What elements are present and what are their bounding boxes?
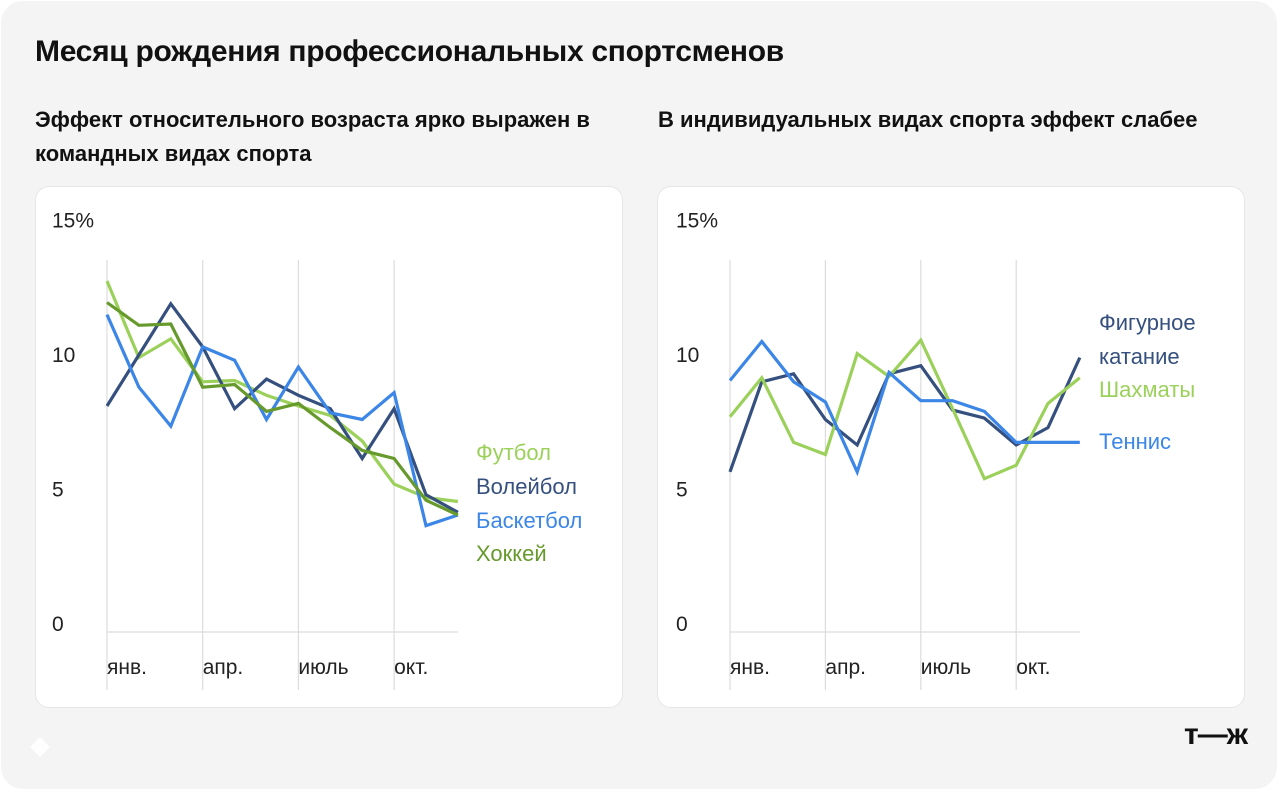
page-title: Месяц рождения профессиональных спортсме… [35,35,784,68]
y-tick-label: 5 [676,479,688,502]
left-chart-panel [35,186,623,708]
legend-label: Теннис [1099,429,1171,454]
x-tick-label: окт. [394,656,428,679]
legend-label: катание [1099,344,1180,369]
y-tick-label: 15% [676,210,718,233]
legend-label: Фигурное [1099,310,1196,335]
y-tick-label: 15% [52,210,94,233]
legend-label: Волейбол [476,474,577,499]
series-line-0 [105,280,459,504]
y-tick-label: 0 [52,613,64,636]
left-chart-subtitle: Эффект относительного возраста ярко выра… [35,107,590,166]
series-line-1 [728,337,1081,481]
x-tick-label: окт. [1016,656,1050,679]
right-chart-panel [657,186,1245,708]
legend-label: Шахматы [1099,377,1195,402]
legend-label: Футбол [476,440,551,465]
series-line-2 [105,313,459,528]
y-tick-label: 0 [676,613,688,636]
series-line-3 [106,301,459,517]
x-tick-label: апр. [825,656,866,679]
x-tick-label: апр. [203,656,244,679]
x-tick-label: янв. [107,656,147,679]
series-line-0 [728,356,1082,473]
x-tick-label: июль [921,656,971,679]
x-tick-label: янв. [730,656,770,679]
series-line-1 [105,300,459,514]
y-tick-label: 5 [52,479,64,502]
logo: т—ж [1184,718,1248,751]
legend-label: Баскетбол [476,508,582,533]
right-chart-subtitle: В индивидуальных видах спорта эффект сла… [658,107,1198,132]
y-tick-label: 10 [676,344,699,367]
y-tick-label: 10 [52,344,75,367]
x-tick-label: июль [298,656,348,679]
legend-label: Хоккей [476,541,547,566]
series-line-2 [728,338,1080,477]
